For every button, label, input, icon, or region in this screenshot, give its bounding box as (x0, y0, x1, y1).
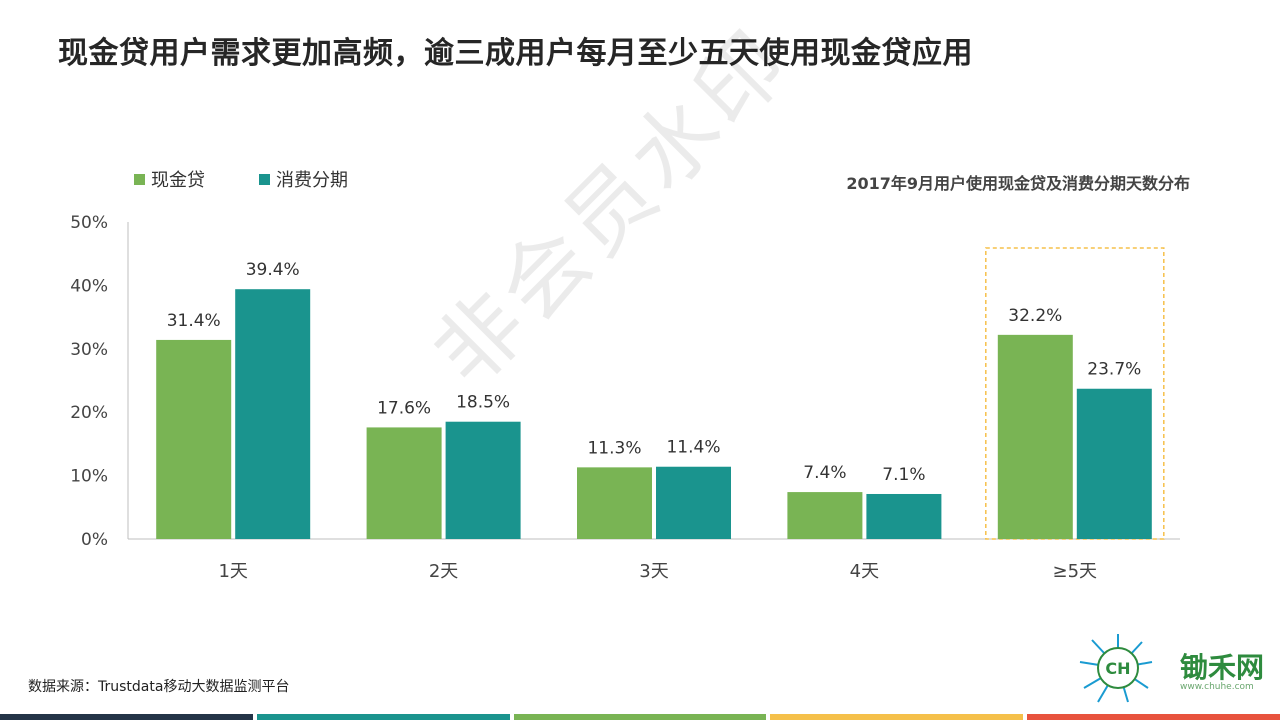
bar-installment (445, 421, 521, 539)
y-tick-label: 20% (70, 403, 108, 423)
data-label: 11.4% (666, 438, 720, 458)
legend-swatch-installment (259, 173, 270, 185)
data-label: 17.6% (377, 398, 431, 418)
bar-installment (235, 289, 311, 539)
y-tick-label: 40% (70, 276, 108, 296)
bar-cash-loan (787, 492, 863, 539)
svg-text:CH: CH (1105, 659, 1130, 678)
chart-legend: 现金贷 消费分期 (134, 166, 402, 192)
y-tick-label: 10% (70, 467, 108, 487)
bottom-bar-segment (513, 714, 767, 720)
data-label: 7.4% (803, 463, 846, 483)
x-tick-label: 2天 (429, 561, 458, 582)
data-label: 23.7% (1087, 360, 1141, 380)
y-tick-label: 50% (70, 213, 108, 233)
legend-swatch-cash-loan (134, 173, 145, 185)
data-label: 39.4% (246, 260, 300, 280)
legend-label-installment: 消费分期 (276, 170, 348, 191)
y-tick-label: 0% (81, 530, 108, 550)
bar-cash-loan (997, 334, 1073, 539)
bar-installment (1076, 388, 1152, 539)
page-title: 现金贷用户需求更加高频，逾三成用户每月至少五天使用现金贷应用 (58, 36, 973, 71)
data-label: 18.5% (456, 393, 510, 413)
x-tick-label: ≥5天 (1053, 561, 1098, 582)
x-tick-label: 3天 (639, 561, 668, 582)
legend-item-cash-loan: 现金贷 (134, 166, 205, 192)
chuhe-logo-icon: CH (1079, 634, 1153, 703)
data-label: 32.2% (1008, 306, 1062, 326)
bottom-bar-segment (1027, 714, 1280, 720)
y-tick-label: 30% (70, 340, 108, 360)
bar-cash-loan (577, 467, 652, 539)
chuhe-logo: CH 锄禾网 www.chuhe.com (1058, 632, 1270, 704)
bar-cash-loan (366, 427, 442, 539)
data-label: 11.3% (587, 438, 641, 458)
bottom-bar-segment (0, 714, 253, 720)
x-tick-label: 1天 (218, 561, 247, 582)
bottom-bar-segment (770, 714, 1024, 720)
legend-item-installment: 消费分期 (259, 166, 348, 192)
bar-installment (866, 493, 942, 539)
bar-cash-loan (156, 339, 232, 539)
data-source-note: 数据来源：Trustdata移动大数据监测平台 (28, 679, 290, 695)
logo-url: www.chuhe.com (1180, 682, 1254, 692)
legend-label-cash-loan: 现金贷 (151, 170, 205, 191)
data-label: 7.1% (882, 465, 925, 485)
bar-installment (656, 466, 731, 539)
bottom-bar-segment (256, 714, 510, 720)
x-tick-label: 4天 (850, 561, 879, 582)
bottom-color-bar (0, 714, 1280, 720)
highlight-box (985, 247, 1165, 540)
data-label: 31.4% (167, 311, 221, 331)
logo-name: 锄禾网 (1180, 651, 1265, 684)
chart-title: 2017年9月用户使用现金贷及消费分期天数分布 (846, 174, 1190, 193)
